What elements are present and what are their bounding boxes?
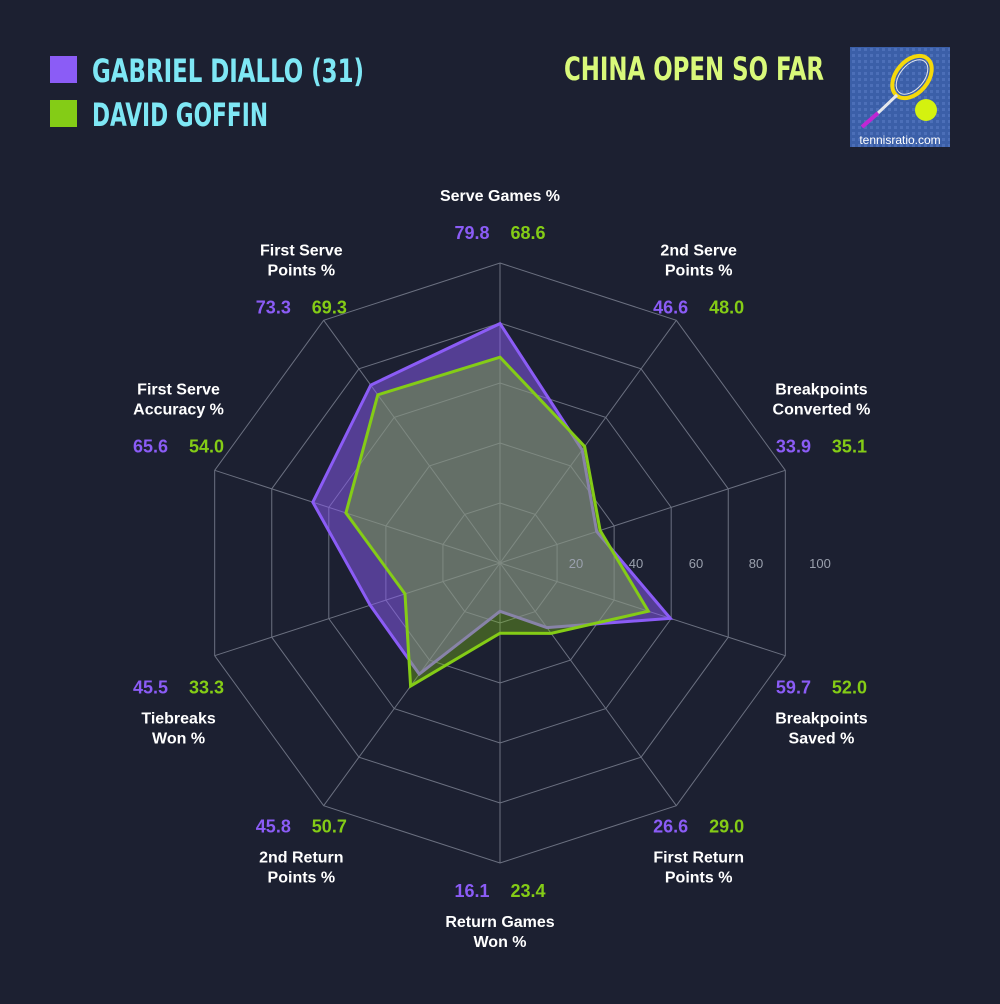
axis-label-group: First Serve Accuracy % 65.6 54.0 <box>133 382 224 457</box>
tennis-racket-icon <box>860 53 934 129</box>
tick-label: 20 <box>569 556 583 571</box>
chart-title: CHINA OPEN SO FAR <box>564 50 824 88</box>
value-label-player1: 65.6 <box>133 437 168 457</box>
axis-label-text: Points % <box>268 869 336 886</box>
axis-label-text: Won % <box>473 934 526 951</box>
value-label-player1: 46.6 <box>653 298 688 318</box>
axis-label-text: Breakpoints <box>775 382 868 399</box>
axis-label-text: Saved % <box>789 730 855 747</box>
legend-swatch-player2 <box>50 100 77 127</box>
value-label-player2: 35.1 <box>832 437 867 457</box>
value-label-player2: 68.6 <box>510 223 545 243</box>
axis-labels: Serve Games % 79.8 68.6 2nd Serve Points % 46… <box>133 188 870 951</box>
value-label-player1: 26.6 <box>653 816 688 836</box>
series-area-player1 <box>311 321 674 677</box>
axis-label-text: First Serve <box>137 382 220 399</box>
value-label-player2: 23.4 <box>510 881 545 901</box>
tick-label: 40 <box>629 556 643 571</box>
axis-label-group: Serve Games % 79.8 68.6 <box>440 188 560 243</box>
axis-label-text: 2nd Serve <box>660 243 737 260</box>
tennis-ball-icon <box>915 99 937 121</box>
tick-label: 100 <box>809 556 831 571</box>
axis-label-text: Won % <box>152 730 205 747</box>
tennisratio-logo[interactable]: tennisratio.com <box>850 47 950 147</box>
axis-label-group: First Serve Points % 73.3 69.3 <box>256 243 347 318</box>
tick-label: 60 <box>689 556 703 571</box>
value-label-player2: 29.0 <box>709 816 744 836</box>
axis-label-text: Converted % <box>773 402 871 419</box>
axis-label-text: Serve Games % <box>440 188 560 205</box>
axis-label-group: Breakpoints Converted % 33.9 35.1 <box>773 382 871 457</box>
radar-series <box>311 321 674 689</box>
series-area-player2 <box>344 355 651 689</box>
legend-label-player2: DAVID GOFFIN <box>92 96 268 134</box>
axis-label-text: First Serve <box>260 243 343 260</box>
axis-label-text: Breakpoints <box>775 710 868 727</box>
value-label-player2: 69.3 <box>312 298 347 318</box>
axis-label-text: Points % <box>665 263 733 280</box>
tick-label: 80 <box>749 556 763 571</box>
value-label-player1: 73.3 <box>256 298 291 318</box>
value-label-player2: 52.0 <box>832 677 867 697</box>
axis-label-text: Points % <box>665 869 733 886</box>
legend-swatch-player1 <box>50 56 77 83</box>
value-label-player1: 79.8 <box>454 223 489 243</box>
legend: GABRIEL DIALLO (31) DAVID GOFFIN <box>50 52 364 134</box>
value-label-player2: 54.0 <box>189 437 224 457</box>
axis-label-text: Tiebreaks <box>141 710 216 727</box>
axis-label-group: 45.8 50.7 2nd Return Points % <box>256 816 347 886</box>
value-label-player1: 16.1 <box>454 881 489 901</box>
axis-label-group: 59.7 52.0 Breakpoints Saved % <box>775 677 868 747</box>
axis-label-text: First Return <box>653 849 744 866</box>
axis-label-text: Return Games <box>445 914 554 931</box>
axis-label-text: Points % <box>268 263 336 280</box>
axis-label-text: 2nd Return <box>259 849 343 866</box>
value-label-player1: 45.8 <box>256 816 291 836</box>
legend-label-player1: GABRIEL DIALLO (31) <box>92 52 364 90</box>
axis-label-text: Accuracy % <box>133 402 224 419</box>
value-label-player2: 50.7 <box>312 816 347 836</box>
axis-label-group: 16.1 23.4 Return Games Won % <box>445 881 554 951</box>
value-label-player1: 45.5 <box>133 677 168 697</box>
axis-label-group: 45.5 33.3 Tiebreaks Won % <box>133 677 224 747</box>
value-label-player1: 59.7 <box>776 677 811 697</box>
radial-ticks: 20 40 60 80 100 <box>569 556 831 571</box>
value-label-player2: 48.0 <box>709 298 744 318</box>
axis-label-group: 26.6 29.0 First Return Points % <box>653 816 744 886</box>
value-label-player1: 33.9 <box>776 437 811 457</box>
axis-label-group: 2nd Serve Points % 46.6 48.0 <box>653 243 744 318</box>
logo-text: tennisratio.com <box>859 133 940 147</box>
value-label-player2: 33.3 <box>189 677 224 697</box>
